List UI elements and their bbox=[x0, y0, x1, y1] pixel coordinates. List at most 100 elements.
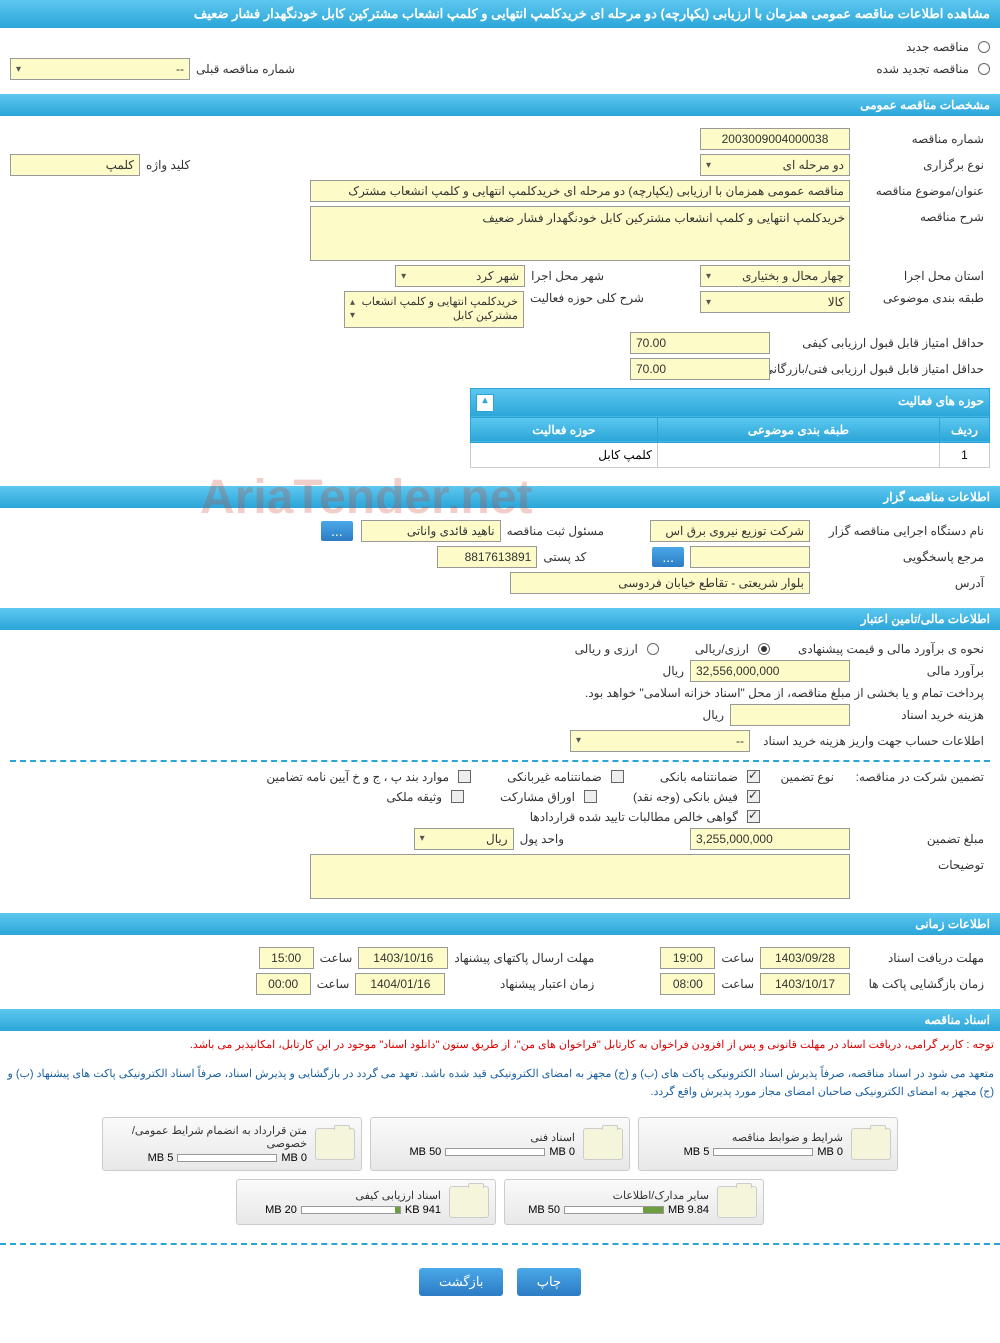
col-scope: حوزه فعالیت bbox=[471, 417, 658, 442]
doc-deadline-date[interactable]: 1403/09/28 bbox=[760, 947, 850, 969]
chk-property[interactable]: وثیقه ملکی bbox=[380, 790, 464, 804]
registrar-label: مسئول ثبت مناقصه bbox=[501, 524, 610, 538]
opening-label: زمان بازگشایی پاکت ها bbox=[850, 977, 990, 991]
payment-account-select[interactable]: --▾ bbox=[570, 730, 750, 752]
doc-title: اسناد ارزیابی کیفی bbox=[243, 1189, 441, 1202]
exec-field: شرکت توزیع نیروی برق اس bbox=[650, 520, 810, 542]
currency-unit-select[interactable]: ریال▾ bbox=[414, 828, 514, 850]
subject-field[interactable]: مناقصه عمومی همزمان با ارزیابی (یکپارچه)… bbox=[310, 180, 850, 202]
min-quality-score-field[interactable]: 70.00 bbox=[630, 332, 770, 354]
radio-new-tender[interactable]: مناقصه جدید bbox=[900, 40, 990, 54]
estimate-unit: ریال bbox=[656, 664, 690, 678]
doc-deadline-time[interactable]: 19:00 bbox=[660, 947, 715, 969]
holding-type-label: نوع برگزاری bbox=[850, 158, 990, 172]
address-field[interactable]: بلوار شریعتی - تقاطع خیابان فردوسی bbox=[510, 572, 810, 594]
estimate-label: برآورد مالی bbox=[850, 664, 990, 678]
back-button[interactable]: بازگشت bbox=[419, 1268, 503, 1296]
doc-note-1: توجه : کاربر گرامی، دریافت اسناد در مهلت… bbox=[0, 1031, 1000, 1061]
section-general: مشخصات مناقصه عمومی bbox=[0, 94, 1000, 116]
doc-box[interactable]: متن قرارداد به انضمام شرایط عمومی/خصوصی … bbox=[102, 1117, 362, 1171]
validity-label: زمان اعتبار پیشنهاد bbox=[445, 977, 600, 991]
ellipsis-button-2[interactable]: ... bbox=[652, 547, 684, 567]
tender-number-field: 2003009004000038 bbox=[700, 128, 850, 150]
min-quality-score-label: حداقل امتیاز قابل قبول ارزیابی کیفی bbox=[770, 336, 990, 350]
notes-label: توضیحات bbox=[850, 854, 990, 872]
activity-table-title: حوزه های فعالیت bbox=[898, 394, 984, 408]
col-row: ردیف bbox=[940, 417, 990, 442]
doc-grid: شرایط و ضوابط مناقصه 0 MB 5 MB اسناد فنی… bbox=[0, 1107, 1000, 1235]
collapse-icon[interactable]: ▴ bbox=[476, 394, 494, 412]
min-tech-score-label: حداقل امتیاز قابل قبول ارزیابی فنی/بازرگ… bbox=[770, 362, 990, 376]
folder-icon bbox=[851, 1128, 891, 1160]
description-field[interactable]: خریدکلمپ انتهایی و کلمپ انشعاب مشترکین ک… bbox=[310, 206, 850, 261]
currency-unit-label: واحد پول bbox=[514, 832, 570, 846]
chk-bylaws[interactable]: موارد بند پ ، ج و خ آیین نامه تضامین bbox=[260, 770, 471, 784]
time-label-4: ساعت bbox=[311, 977, 356, 991]
activity-table: حوزه های فعالیت ▴ ردیف طبقه بندی موضوعی ح… bbox=[470, 388, 990, 468]
guarantee-type-label: نوع تضمین bbox=[760, 770, 840, 784]
ellipsis-button[interactable]: ... bbox=[321, 521, 353, 541]
city-label: شهر محل اجرا bbox=[525, 269, 610, 283]
section-timing: اطلاعات زمانی bbox=[0, 913, 1000, 935]
doc-title: اسناد فنی bbox=[377, 1131, 575, 1144]
proposal-deadline-date[interactable]: 1403/10/16 bbox=[358, 947, 448, 969]
province-select[interactable]: چهار محال و بختیاری▾ bbox=[700, 265, 850, 287]
proposal-deadline-time[interactable]: 15:00 bbox=[259, 947, 314, 969]
tender-number-label: شماره مناقصه bbox=[850, 132, 990, 146]
doc-box[interactable]: اسناد فنی 0 MB 50 MB bbox=[370, 1117, 630, 1171]
doc-title: سایر مدارک/اطلاعات bbox=[511, 1189, 709, 1202]
radio-currency-rial[interactable]: ارزی/ریالی bbox=[689, 642, 770, 656]
estimate-method-label: نحوه ی برآورد مالی و قیمت پیشنهادی bbox=[770, 642, 990, 656]
responder-field[interactable] bbox=[690, 546, 810, 568]
chk-nonbank[interactable]: ضمانتنامه غیربانکی bbox=[501, 770, 624, 784]
prev-tender-number-select[interactable]: --▾ bbox=[10, 58, 190, 80]
radio-renewed-label: مناقصه تجدید شده bbox=[870, 62, 975, 76]
postal-field[interactable]: 8817613891 bbox=[437, 546, 537, 568]
radio-new-label: مناقصه جدید bbox=[900, 40, 975, 54]
notes-field[interactable] bbox=[310, 854, 850, 899]
doc-cost-label: هزینه خرید اسناد bbox=[850, 708, 990, 722]
doc-title: شرایط و ضوابط مناقصه bbox=[645, 1131, 843, 1144]
doc-title: متن قرارداد به انضمام شرایط عمومی/خصوصی bbox=[109, 1124, 307, 1150]
category-label: طبقه بندی موضوعی bbox=[850, 291, 990, 305]
proposal-deadline-label: مهلت ارسال پاکتهای پیشنهاد bbox=[448, 951, 600, 965]
chk-receivables[interactable]: گواهی خالص مطالبات تایید شده قراردادها bbox=[524, 810, 760, 824]
min-tech-score-field[interactable]: 70.00 bbox=[630, 358, 770, 380]
doc-box[interactable]: سایر مدارک/اطلاعات 9.84 MB 50 MB bbox=[504, 1179, 764, 1225]
payment-note: پرداخت تمام و یا بخشی از مبلغ مناقصه، از… bbox=[579, 686, 990, 700]
prev-tender-number-label: شماره مناقصه قبلی bbox=[190, 62, 301, 76]
print-button[interactable]: چاپ bbox=[517, 1268, 581, 1296]
chk-cash[interactable]: فیش بانکی (وجه نقد) bbox=[627, 790, 760, 804]
city-select[interactable]: شهر کرد▾ bbox=[395, 265, 525, 287]
section-financial: اطلاعات مالی/تامین اعتبار bbox=[0, 608, 1000, 630]
guarantee-amount-field[interactable]: 3,255,000,000 bbox=[690, 828, 850, 850]
opening-time[interactable]: 08:00 bbox=[660, 973, 715, 995]
payment-account-label: اطلاعات حساب جهت واریز هزینه خرید اسناد bbox=[750, 734, 990, 748]
activity-scope-select[interactable]: خریدکلمپ انتهایی و کلمپ انشعاب مشترکین ک… bbox=[344, 291, 524, 328]
holding-type-select[interactable]: دو مرحله ای▾ bbox=[700, 154, 850, 176]
guarantee-label: تضمین شرکت در مناقصه: bbox=[840, 770, 990, 784]
chk-bonds[interactable]: اوراق مشارکت bbox=[494, 790, 597, 804]
description-label: شرح مناقصه bbox=[850, 206, 990, 224]
opening-date[interactable]: 1403/10/17 bbox=[760, 973, 850, 995]
doc-cost-unit: ریال bbox=[696, 708, 730, 722]
doc-cost-field[interactable] bbox=[730, 704, 850, 726]
doc-box[interactable]: اسناد ارزیابی کیفی 941 KB 20 MB bbox=[236, 1179, 496, 1225]
time-label-1: ساعت bbox=[715, 951, 760, 965]
province-label: استان محل اجرا bbox=[850, 269, 990, 283]
doc-box[interactable]: شرایط و ضوابط مناقصه 0 MB 5 MB bbox=[638, 1117, 898, 1171]
chk-bank[interactable]: ضمانتنامه بانکی bbox=[654, 770, 760, 784]
category-select[interactable]: کالا▾ bbox=[700, 291, 850, 313]
activity-scope-label: شرح کلی حوزه فعالیت bbox=[524, 291, 650, 305]
col-category: طبقه بندی موضوعی bbox=[657, 417, 939, 442]
section-documents: اسناد مناقصه bbox=[0, 1009, 1000, 1031]
radio-renewed-tender[interactable]: مناقصه تجدید شده bbox=[870, 62, 990, 76]
estimate-field[interactable]: 32,556,000,000 bbox=[690, 660, 850, 682]
folder-icon bbox=[583, 1128, 623, 1160]
validity-time[interactable]: 00:00 bbox=[256, 973, 311, 995]
time-label-3: ساعت bbox=[715, 977, 760, 991]
keyword-field[interactable]: کلمپ bbox=[10, 154, 140, 176]
validity-date[interactable]: 1404/01/16 bbox=[355, 973, 445, 995]
subject-label: عنوان/موضوع مناقصه bbox=[850, 184, 990, 198]
radio-currency-mixed[interactable]: ارزی و ریالی bbox=[569, 642, 659, 656]
